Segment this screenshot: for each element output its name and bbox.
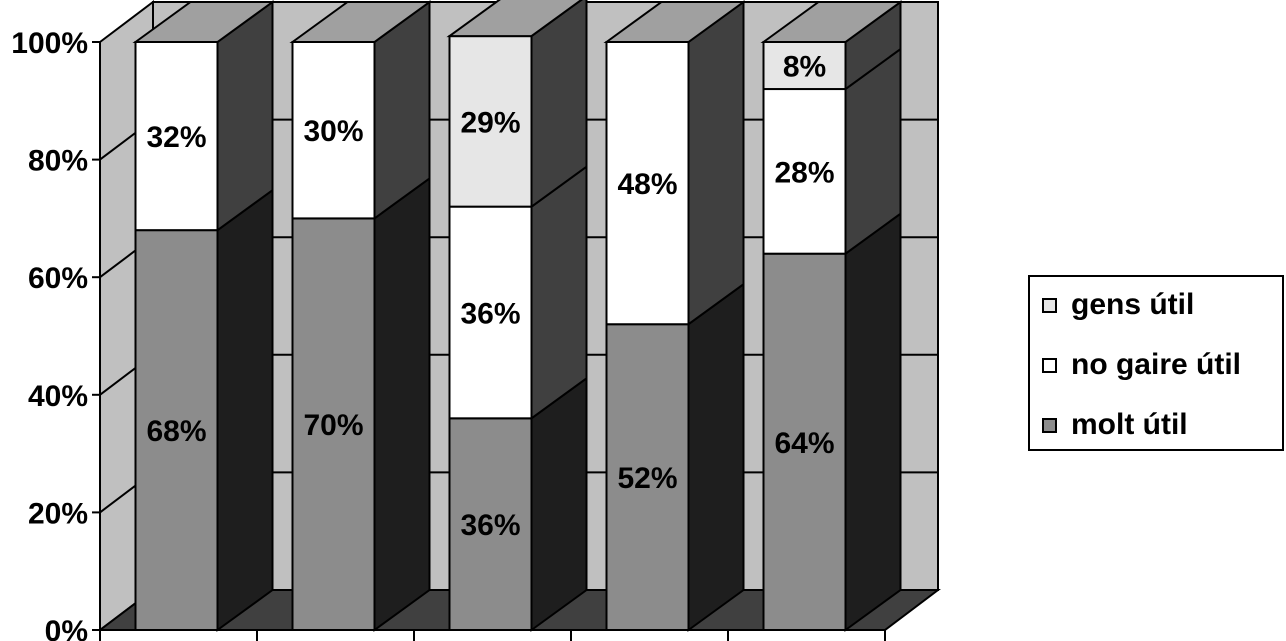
legend-label-no-gaire-util: no gaire útil: [1071, 348, 1242, 381]
bar-side-no-gaire-util-3: [530, 164, 588, 421]
data-label-molt-util-2: 70%: [303, 409, 363, 442]
bar-no-gaire-util-5: [762, 88, 847, 255]
data-label-molt-util-5: 64%: [774, 427, 834, 460]
bar-side-molt-util-5: [844, 211, 902, 632]
legend-item-molt-util: molt útil: [1042, 405, 1188, 445]
legend-swatch-no-gaire-util: [1042, 357, 1057, 373]
bar-top-2: [289, 1, 433, 43]
data-label-molt-util-3: 36%: [460, 509, 520, 542]
legend-label-molt-util: molt útil: [1071, 408, 1188, 441]
chart-canvas: 0% 20% 40% 60% 80% 100% 68% 32% 70% 30% 36% 36% 29% 5…: [11, 0, 941, 641]
y-tick-label: 80%: [28, 145, 88, 178]
legend-label-gens-util: gens útil: [1071, 288, 1195, 321]
data-label-no-gaire-util-2: 30%: [303, 115, 363, 148]
data-label-no-gaire-util-3: 36%: [460, 297, 520, 330]
y-tick-label: 40%: [28, 380, 88, 413]
data-label-no-gaire-util-1: 32%: [146, 121, 206, 154]
data-label-molt-util-1: 68%: [146, 415, 206, 448]
y-tick-label: 20%: [28, 497, 88, 530]
data-label-molt-util-4: 52%: [617, 462, 677, 495]
bar-no-gaire-util-1: [134, 41, 219, 232]
legend: gens útil no gaire útil molt útil: [1028, 275, 1284, 451]
bar-side-no-gaire-util-4: [687, 0, 745, 327]
data-label-gens-util-3: 29%: [460, 106, 520, 139]
data-label-no-gaire-util-4: 48%: [617, 168, 677, 201]
legend-swatch-gens-util: [1042, 297, 1057, 313]
bar-side-molt-util-3: [530, 376, 588, 632]
bar-no-gaire-util-4: [605, 41, 690, 326]
legend-item-no-gaire-util: no gaire útil: [1042, 345, 1241, 385]
bar-side-molt-util-2: [373, 176, 431, 632]
bar-top-4: [603, 1, 747, 43]
y-tick-label: 60%: [28, 262, 88, 295]
bar-side-molt-util-4: [687, 282, 745, 632]
bar-molt-util-1: [134, 229, 219, 631]
legend-item-gens-util: gens útil: [1042, 285, 1194, 325]
bar-molt-util-4: [605, 323, 690, 631]
legend-swatch-molt-util: [1042, 417, 1057, 433]
bar-top-1: [132, 1, 276, 43]
data-label-no-gaire-util-5: 28%: [774, 156, 834, 189]
bar-no-gaire-util-2: [291, 41, 376, 220]
data-label-gens-util-5: 8%: [783, 51, 826, 84]
bar-molt-util-2: [291, 217, 376, 631]
y-tick-label: 100%: [11, 27, 88, 60]
bar-top-3: [446, 0, 583, 38]
bar-top-5: [760, 1, 904, 43]
bar-side-molt-util-1: [216, 188, 274, 632]
bar-no-gaire-util-3: [448, 205, 533, 420]
y-tick-label: 0%: [45, 615, 88, 641]
bar-side-gens-util-3: [530, 0, 588, 209]
